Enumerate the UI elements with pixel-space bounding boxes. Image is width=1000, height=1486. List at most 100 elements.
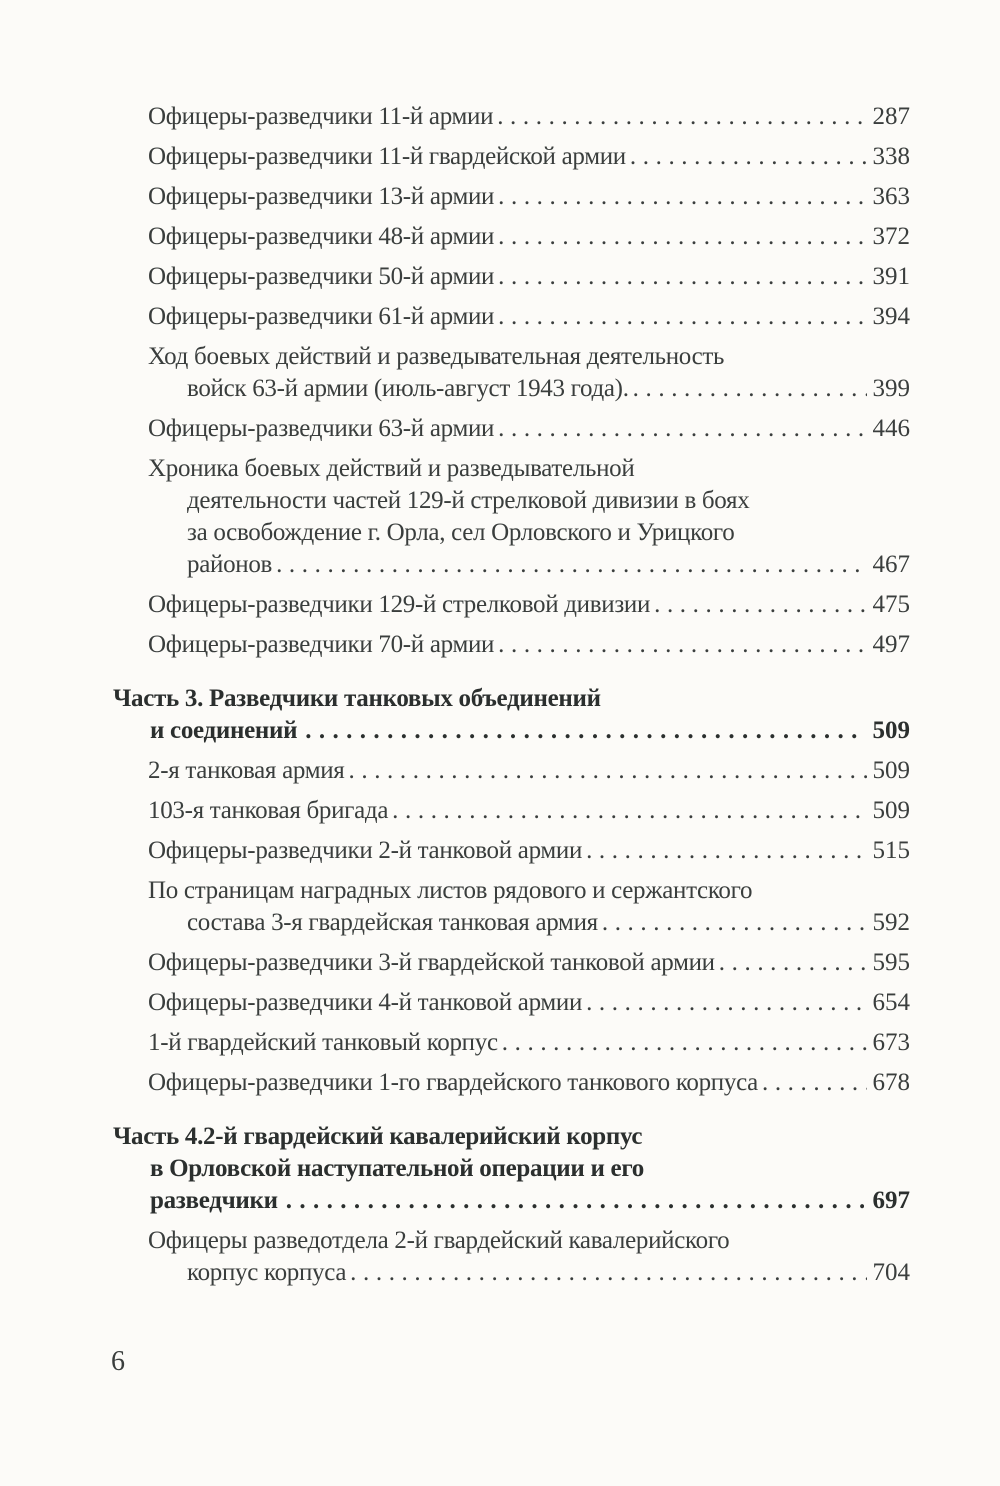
toc-entry-line: и соединений 509 [113,715,910,747]
toc-entry-page: 497 [872,631,911,658]
dot-leader [654,589,866,621]
toc-entry-page: 673 [872,1029,911,1056]
toc-entry: Офицеры-разведчики 4-й танковой армии 654 [148,987,910,1019]
toc-entry-page: 363 [872,183,911,210]
toc-entry-line: Офицеры-разведчики 63-й армии 446 [148,413,910,445]
toc-entry-line: Офицеры-разведчики 1-го гвардейского тан… [148,1067,910,1099]
toc-entry-text: войск 63-й армии (июль-август 1943 года)… [187,375,629,402]
toc-entry-page: 509 [872,797,911,824]
toc-entry-line: Офицеры-разведчики 129-й стрелковой диви… [148,589,910,621]
toc-entry-text: районов [187,551,273,578]
toc-entry-line: Офицеры-разведчики 50-й армии 391 [148,261,910,293]
toc-entry-line: Хроника боевых действий и разведывательн… [148,453,910,485]
toc-entry-text: Офицеры-разведчики 61-й армии [148,303,495,330]
toc-entry: Офицеры-разведчики 1-го гвардейского тан… [148,1067,910,1099]
toc-entry-text: Офицеры-разведчики 3-й гвардейской танко… [148,949,715,976]
toc-entry-text: Офицеры-разведчики 48-й армии [148,223,495,250]
toc-entry-line: Ход боевых действий и разведывательная д… [148,341,910,373]
dot-leader [502,1027,867,1059]
toc-entry: Офицеры-разведчики 3-й гвардейской танко… [148,947,910,979]
toc-entry-line: 1-й гвардейский танковый корпус 673 [148,1027,910,1059]
toc-entry-text: Офицеры-разведчики 2-й танковой армии [148,837,583,864]
toc-section-heading: Часть 3. Разведчики танковых объединений… [113,683,910,747]
dot-leader [392,795,866,827]
dot-leader [719,947,867,979]
toc-entry-line: 2-я танковая армия 509 [148,755,910,787]
toc-entry-line: районов 467 [148,549,910,581]
toc-entry-text: Ход боевых действий и разведывательная д… [148,343,725,370]
toc-entry-page: 515 [872,837,911,864]
toc-entry: Офицеры-разведчики 48-й армии 372 [148,221,910,253]
toc-entry: Офицеры-разведчики 2-й танковой армии 515 [148,835,910,867]
toc-entry-page: 592 [872,909,911,936]
toc-entry-line: Часть 4.2-й гвардейский кавалерийский ко… [113,1121,910,1153]
toc-entry-text: Офицеры-разведчики 63-й армии [148,415,495,442]
toc-entry-page: 287 [872,103,911,130]
toc-entry: Ход боевых действий и разведывательная д… [148,341,910,405]
toc-entry-text: Офицеры-разведчики 129-й стрелковой диви… [148,591,651,618]
toc-entry-line: Офицеры-разведчики 11-й армии 287 [148,101,910,133]
toc-entry-line: 103-я танковая бригада 509 [148,795,910,827]
toc-entry: Офицеры-разведчики 11-й армии 287 [148,101,910,133]
toc-entry-text: деятельности частей 129-й стрелковой див… [187,487,750,514]
toc-entry-text: Офицеры-разведчики 4-й танковой армии [148,989,583,1016]
toc-entry-page: 654 [872,989,911,1016]
toc-entry: Офицеры-разведчики 11-й гвардейской арми… [148,141,910,173]
toc-entry: 103-я танковая бригада 509 [148,795,910,827]
dot-leader [602,907,867,939]
toc-entry-text: Офицеры-разведчики 11-й гвардейской арми… [148,143,626,170]
toc-entry-line: Офицеры-разведчики 2-й танковой армии 515 [148,835,910,867]
toc-entry-line: разведчики 697 [113,1185,910,1217]
toc-entry-text: Часть 3. Разведчики танковых объединений [113,685,601,712]
toc-entry-page: 509 [872,717,911,744]
toc-entry-text: в Орловской наступательной операции и ег… [150,1155,644,1182]
dot-leader [498,181,866,213]
toc-entry: Офицеры-разведчики 63-й армии 446 [148,413,910,445]
toc-entry-page: 372 [872,223,911,250]
toc-entry-text: 2-я танковая армия [148,757,345,784]
folio-page-number: 6 [111,1346,125,1377]
toc-entry-text: разведчики [150,1187,278,1214]
toc-section-heading: Часть 4.2-й гвардейский кавалерийский ко… [113,1121,910,1217]
toc-entry-line: Офицеры-разведчики 70-й армии 497 [148,629,910,661]
toc-entry-line: Офицеры-разведчики 4-й танковой армии 654 [148,987,910,1019]
toc-entry-line: за освобождение г. Орла, сел Орловского … [148,517,910,549]
toc-entry-page: 678 [872,1069,911,1096]
dot-leader [498,301,866,333]
toc-entry-page: 391 [872,263,911,290]
toc-entry-text: корпус корпуса [187,1259,347,1286]
toc-entry-line: состава 3-я гвардейская танковая армия 59… [148,907,910,939]
toc-entry-page: 697 [872,1187,911,1214]
toc-entry: Офицеры-разведчики 13-й армии 363 [148,181,910,213]
toc-entry-page: 394 [872,303,911,330]
toc-entry-text: Офицеры-разведчики 11-й армии [148,103,494,130]
toc-entry-text: Офицеры разведотдела 2-й гвардейский кав… [148,1227,730,1254]
toc-entry: Офицеры-разведчики 129-й стрелковой диви… [148,589,910,621]
toc-entry-line: Офицеры разведотдела 2-й гвардейский кав… [148,1225,910,1257]
toc-entry: Офицеры-разведчики 50-й армии 391 [148,261,910,293]
toc-entry-line: Часть 3. Разведчики танковых объединений [113,683,910,715]
toc-entry: Хроника боевых действий и разведывательн… [148,453,910,581]
toc-entry: По страницам наградных листов рядового и… [148,875,910,939]
toc-entry-line: деятельности частей 129-й стрелковой див… [148,485,910,517]
toc-entry-page: 446 [872,415,911,442]
toc-entry-page: 475 [872,591,911,618]
toc-entry-line: По страницам наградных листов рядового и… [148,875,910,907]
toc-entry-text: По страницам наградных листов рядового и… [148,877,753,904]
dot-leader [498,261,866,293]
toc-entry: 1-й гвардейский танковый корпус 673 [148,1027,910,1059]
dot-leader [630,141,867,173]
dot-leader [498,413,866,445]
toc-entry: Офицеры разведотдела 2-й гвардейский кав… [148,1225,910,1289]
toc-entry-text: и соединений [150,717,298,744]
toc-entry-text: Офицеры-разведчики 1-го гвардейского тан… [148,1069,758,1096]
toc-entry-line: войск 63-й армии (июль-август 1943 года)… [148,373,910,405]
toc-entry-text: Офицеры-разведчики 70-й армии [148,631,495,658]
toc-entry-line: Офицеры-разведчики 13-й армии 363 [148,181,910,213]
toc-entry: 2-я танковая армия 509 [148,755,910,787]
toc-entry-text: Офицеры-разведчики 50-й армии [148,263,495,290]
toc-entry-page: 509 [872,757,911,784]
toc-entry-line: Офицеры-разведчики 3-й гвардейской танко… [148,947,910,979]
toc-entry-text: Часть 4.2-й гвардейский кавалерийский ко… [113,1123,643,1150]
